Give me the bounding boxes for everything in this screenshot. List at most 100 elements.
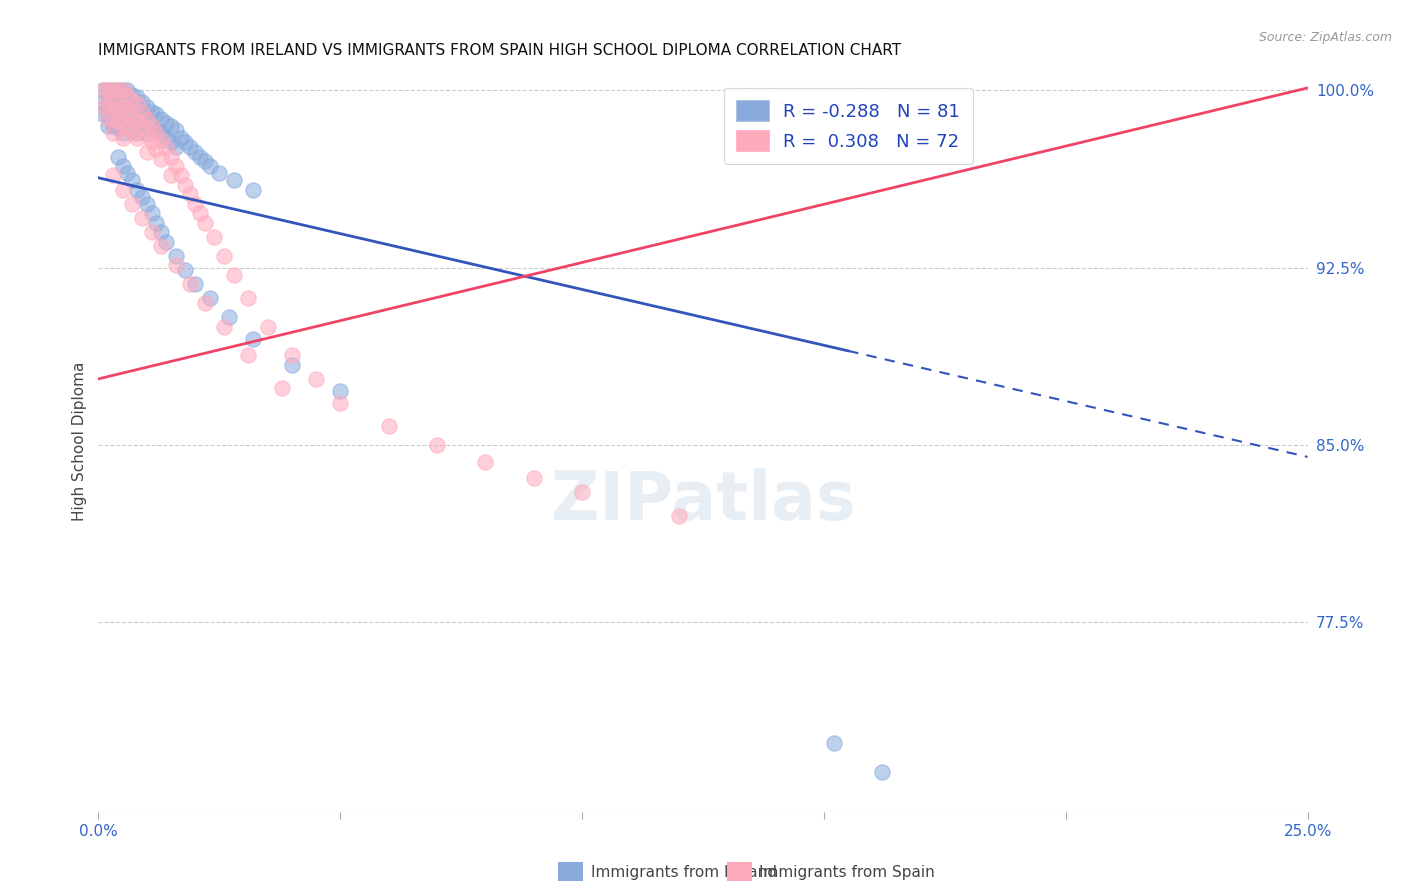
Text: Immigrants from Spain: Immigrants from Spain (759, 865, 935, 880)
Point (160, 119, 183, 133)
Point (97, 119, 120, 133)
Point (107, 93, 129, 107)
Point (194, 154, 217, 169)
Point (668, 509, 690, 524)
Point (281, 348, 304, 362)
Point (150, 133, 173, 147)
Point (91, 83, 114, 97)
Point (111, 90, 134, 104)
Point (160, 169, 183, 183)
Point (184, 277, 207, 292)
Point (145, 143, 167, 157)
Point (91, 100, 114, 114)
Point (194, 216, 217, 230)
Point (127, 90, 149, 104)
Point (127, 97, 149, 112)
Point (127, 183, 149, 197)
Point (101, 126, 124, 140)
Point (145, 126, 167, 140)
Point (121, 126, 143, 140)
Point (97, 95, 120, 109)
Point (127, 130, 149, 145)
Point (91, 107, 114, 121)
Point (141, 136, 163, 150)
Point (135, 145, 157, 159)
Point (107, 114, 129, 128)
Point (377, 419, 399, 434)
Point (870, 764, 893, 779)
Point (121, 173, 143, 187)
Point (111, 83, 134, 97)
Point (107, 149, 129, 163)
Point (198, 159, 221, 173)
Point (155, 116, 177, 130)
Point (127, 112, 149, 126)
Point (155, 235, 177, 249)
Point (160, 136, 183, 150)
Point (160, 149, 183, 163)
Point (165, 140, 187, 154)
Point (329, 395, 352, 409)
Point (101, 169, 124, 183)
Point (131, 211, 153, 225)
Point (184, 145, 207, 159)
Point (135, 128, 157, 143)
Point (198, 292, 221, 306)
Point (111, 116, 134, 130)
Point (305, 372, 328, 386)
Point (121, 196, 143, 211)
Point (117, 119, 139, 133)
Point (222, 173, 245, 187)
Text: IMMIGRANTS FROM IRELAND VS IMMIGRANTS FROM SPAIN HIGH SCHOOL DIPLOMA CORRELATION: IMMIGRANTS FROM IRELAND VS IMMIGRANTS FR… (98, 43, 901, 58)
Point (150, 112, 173, 126)
Point (823, 736, 845, 750)
Point (165, 123, 187, 137)
Point (117, 83, 139, 97)
Point (179, 187, 201, 202)
Point (135, 126, 157, 140)
Point (121, 109, 143, 123)
Text: Source: ZipAtlas.com: Source: ZipAtlas.com (1258, 31, 1392, 45)
Point (111, 159, 134, 173)
Point (188, 206, 211, 220)
Point (145, 216, 167, 230)
Point (179, 277, 201, 292)
Point (204, 230, 226, 244)
Point (107, 100, 129, 114)
Point (121, 88, 143, 103)
Point (117, 88, 139, 103)
Point (212, 319, 235, 334)
Point (141, 225, 163, 239)
Point (111, 100, 134, 114)
Point (165, 258, 187, 272)
Point (474, 455, 496, 469)
Point (131, 104, 153, 119)
Point (281, 358, 304, 372)
Point (121, 123, 143, 137)
Point (107, 121, 129, 136)
Point (155, 130, 177, 145)
Point (91, 95, 114, 109)
Point (426, 438, 449, 452)
Point (97, 97, 120, 112)
Point (150, 152, 173, 166)
Point (242, 183, 264, 197)
Point (117, 121, 139, 136)
Point (131, 190, 153, 204)
Point (174, 263, 197, 277)
Point (131, 104, 153, 119)
Point (97, 112, 120, 126)
Point (111, 130, 134, 145)
Point (271, 381, 294, 395)
Point (101, 83, 124, 97)
Point (135, 112, 157, 126)
Point (169, 130, 191, 145)
Point (169, 169, 191, 183)
Point (107, 107, 129, 121)
Y-axis label: High School Diploma: High School Diploma (72, 362, 87, 521)
Point (111, 183, 134, 197)
Point (135, 196, 157, 211)
Point (111, 112, 134, 126)
Point (218, 310, 240, 325)
Point (121, 93, 143, 107)
